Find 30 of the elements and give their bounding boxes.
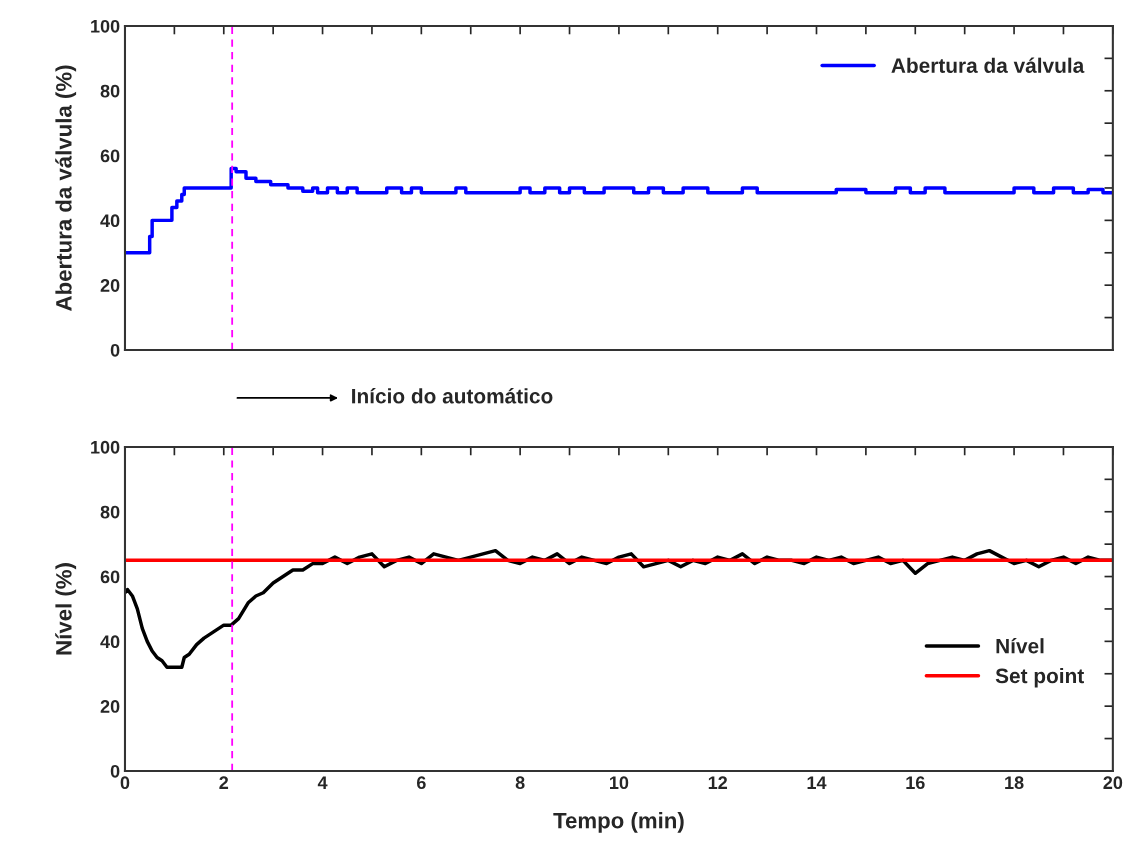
x-tick-label: 8: [515, 776, 525, 790]
x-tick-label: 16: [906, 776, 925, 790]
legend-label: Nível: [996, 637, 1044, 654]
x-tick-label: 2: [219, 776, 229, 789]
legend-label: Abertura da válvula: [891, 57, 1085, 73]
x-tick-label: 12: [708, 776, 728, 789]
y-tick-label: 80: [100, 84, 120, 98]
x-tick-label: 10: [610, 776, 629, 790]
x-tick-label: 4: [317, 776, 328, 789]
text: Início do automático: [352, 388, 553, 404]
x-tick-label: 6: [416, 776, 426, 790]
y-tick-label: 20: [100, 700, 120, 713]
y-tick-label: 100: [91, 19, 120, 33]
x-tick-label: 18: [1005, 776, 1024, 790]
y-tick-label: 20: [100, 279, 120, 292]
y-tick-label: 0: [110, 343, 120, 357]
y-tick-label: 60: [100, 570, 120, 584]
y-tick-label: 40: [100, 214, 120, 228]
x-axis-title: Tempo (min): [553, 812, 684, 833]
y-tick-label: 40: [100, 635, 120, 649]
x-tick-label: 14: [807, 776, 827, 789]
legend-label: Set point: [995, 667, 1084, 688]
y-axis-title: Abertura da válvula (%): [55, 65, 77, 311]
x-tick-label: 20: [1103, 776, 1123, 790]
x-tick-label: 0: [120, 776, 130, 790]
y-tick-label: 60: [100, 149, 120, 163]
y-tick-label: 0: [110, 764, 120, 778]
y-axis-title: Nível (%): [55, 563, 77, 655]
y-tick-label: 100: [91, 440, 120, 454]
y-tick-label: 80: [100, 505, 120, 519]
